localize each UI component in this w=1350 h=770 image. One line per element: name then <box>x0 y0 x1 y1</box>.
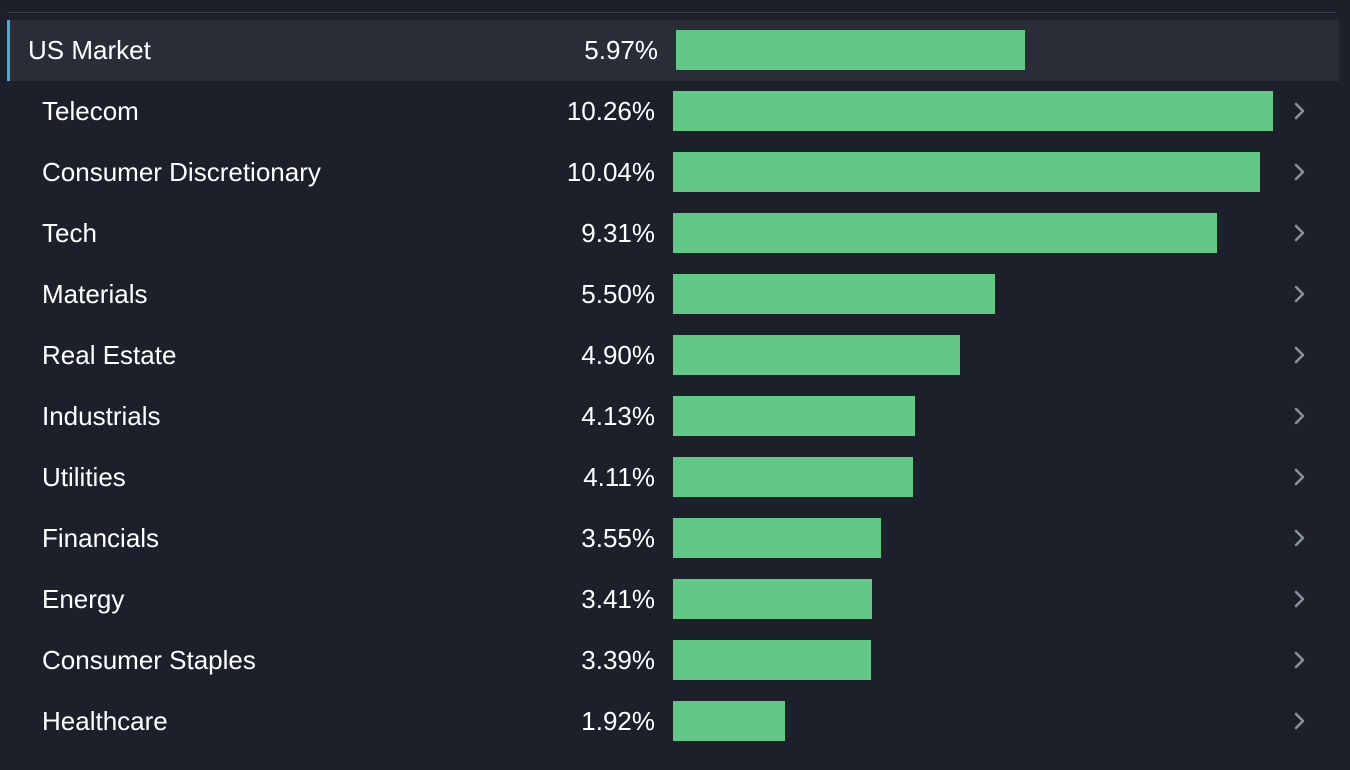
industry-bar <box>673 213 1218 253</box>
industry-row[interactable]: Energy 3.41% <box>7 569 1336 630</box>
chevron-right-icon[interactable] <box>1289 100 1311 122</box>
industry-label: Energy <box>42 584 125 614</box>
industry-label: Industrials <box>42 401 161 431</box>
industry-row[interactable]: Healthcare 1.92% <box>7 691 1336 752</box>
industry-value-label: 4.13% <box>581 401 655 431</box>
chevron-right-icon[interactable] <box>1289 283 1311 305</box>
industry-label: Materials <box>42 279 148 309</box>
industry-row[interactable]: Telecom 10.26% <box>7 81 1336 142</box>
industry-value-label: 10.26% <box>566 96 655 126</box>
chevron-right-icon[interactable] <box>1289 344 1311 366</box>
market-value-label: 5.97% <box>584 35 658 65</box>
industry-value-label: 3.41% <box>581 584 655 614</box>
industry-label: Healthcare <box>42 706 168 736</box>
industry-row[interactable]: Tech 9.31% <box>7 203 1336 264</box>
chevron-right-icon[interactable] <box>1289 649 1311 671</box>
industry-row[interactable]: Consumer Discretionary 10.04% <box>7 142 1336 203</box>
chevron-right-icon[interactable] <box>1289 466 1311 488</box>
industry-row[interactable]: Real Estate 4.90% <box>7 325 1336 386</box>
industry-value-label: 10.04% <box>566 157 655 187</box>
industry-row[interactable]: Utilities 4.11% <box>7 447 1336 508</box>
industry-bar <box>673 579 873 619</box>
industry-value-label: 3.55% <box>581 523 655 553</box>
industry-value-label: 4.11% <box>583 462 655 492</box>
industry-bar <box>673 91 1273 131</box>
industry-label: Financials <box>42 523 160 553</box>
industry-row[interactable]: Materials 5.50% <box>7 264 1336 325</box>
top-divider <box>7 12 1336 13</box>
chevron-right-icon[interactable] <box>1289 527 1311 549</box>
chevron-right-icon[interactable] <box>1289 588 1311 610</box>
industry-bar <box>673 152 1261 192</box>
industry-bar <box>673 518 881 558</box>
industry-value-label: 1.92% <box>581 706 655 736</box>
market-label: US Market <box>28 35 151 65</box>
chevron-right-icon[interactable] <box>1289 710 1311 732</box>
industry-bar <box>673 701 786 741</box>
industry-label: Tech <box>42 218 97 248</box>
industry-bar <box>673 335 960 375</box>
industry-bar <box>673 274 995 314</box>
industry-value-label: 4.90% <box>581 340 655 370</box>
industry-value-label: 3.39% <box>581 645 655 675</box>
industry-bar <box>673 396 915 436</box>
summary-row: US Market 5.97% <box>7 20 1339 81</box>
industry-label: Consumer Staples <box>42 645 256 675</box>
industry-value-label: 5.50% <box>581 279 655 309</box>
chevron-right-icon[interactable] <box>1289 161 1311 183</box>
chevron-right-icon[interactable] <box>1289 405 1311 427</box>
industry-label: Consumer Discretionary <box>42 157 321 187</box>
industry-bar <box>673 640 872 680</box>
industry-label: Utilities <box>42 462 126 492</box>
industry-label: Real Estate <box>42 340 177 370</box>
industry-row[interactable]: Consumer Staples 3.39% <box>7 630 1336 691</box>
industry-row[interactable]: Financials 3.55% <box>7 508 1336 569</box>
market-bar <box>676 30 1026 70</box>
chevron-right-icon[interactable] <box>1289 222 1311 244</box>
industry-row[interactable]: Industrials 4.13% <box>7 386 1336 447</box>
industry-bar <box>673 457 914 497</box>
industry-label: Telecom <box>42 96 139 126</box>
industry-value-label: 9.31% <box>581 218 655 248</box>
